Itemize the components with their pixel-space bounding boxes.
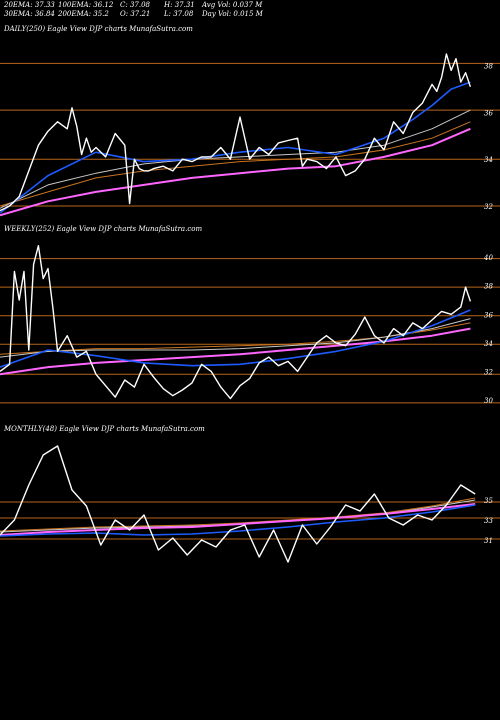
low-readout: L: 37.08 [164, 10, 194, 18]
monthly-y-tick-0: 35 [484, 497, 493, 505]
high-readout: H: 37.31 [164, 1, 195, 9]
daily-price-line [0, 53, 472, 212]
ema200-readout: 200EMA: 35.2 [58, 10, 109, 18]
daily-y-tick-3: 32 [484, 203, 493, 211]
daily-ema20-line [0, 81, 471, 214]
monthly-y-tick-1: 33 [484, 517, 493, 525]
monthly-chart-title: MONTHLY(48) Eagle View DJP charts Munafa… [4, 425, 205, 433]
ema100-readout: 100EMA: 36.12 [58, 1, 114, 9]
daily-y-tick-0: 38 [484, 63, 493, 71]
daily-y-tick-2: 34 [484, 156, 493, 164]
ema20-readout: 20EMA: 37.33 [4, 1, 55, 9]
weekly-ema20-line [0, 309, 471, 368]
monthly-ema200-line [0, 497, 476, 532]
weekly-y-tick-4: 32 [484, 368, 493, 376]
weekly-ema100-line [0, 318, 471, 358]
daily-y-tick-1: 36 [484, 109, 493, 117]
weekly-y-tick-5: 30 [484, 397, 493, 405]
weekly-y-tick-3: 34 [484, 340, 493, 348]
weekly-chart-title: WEEKLY(252) Eagle View DJP charts Munafa… [4, 225, 203, 233]
monthly-y-tick-2: 31 [484, 537, 493, 545]
weekly-y-tick-0: 40 [483, 254, 493, 262]
daily-chart-title: DAILY(250) Eagle View DJP charts MunafaS… [4, 25, 193, 33]
avg-vol-readout: Avg Vol: 0.037 M [202, 1, 263, 9]
daily-ema100-line [0, 109, 471, 209]
weekly-ema30-line [0, 327, 471, 376]
open-readout: O: 37.21 [120, 10, 151, 18]
day-vol-readout: Day Vol: 0.015 M [202, 10, 263, 18]
monthly-ema30-line [0, 503, 476, 536]
weekly-y-tick-1: 38 [484, 283, 493, 291]
weekly-price-line [0, 244, 472, 400]
daily-ema200-line [0, 121, 471, 207]
monthly-price-line [0, 445, 476, 563]
ema30-readout: 30EMA: 36.84 [4, 10, 55, 18]
monthly-ema20-line [0, 504, 476, 537]
close-readout: C: 37.08 [120, 1, 150, 9]
daily-ema30-line [0, 127, 471, 217]
weekly-y-tick-2: 36 [484, 311, 493, 319]
